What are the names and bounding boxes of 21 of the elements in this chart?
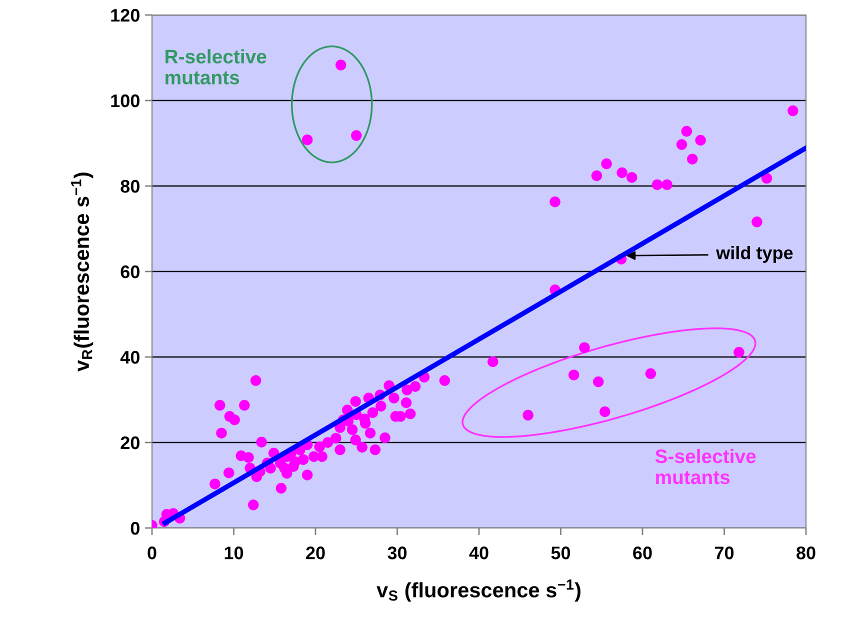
annotation: wild type (716, 246, 793, 263)
x-tick-label: 0 (148, 546, 156, 560)
annotation: R-selective mutants (166, 49, 266, 84)
x-tick-label: 70 (714, 546, 734, 560)
annotation: S-selective mutants (655, 448, 756, 484)
x-tick-label: 30 (388, 546, 407, 560)
y-tick-label: 120 (111, 8, 140, 22)
x-tick-label: 20 (306, 546, 325, 560)
y-tick-label: 40 (120, 350, 140, 364)
x-axis-title: v$_{S}$ (fluorescence s$^{−1}$) (376, 580, 580, 602)
x-tick-label: 40 (469, 546, 488, 560)
x-tick-label: 80 (796, 546, 816, 560)
y-tick-label: 100 (111, 94, 140, 108)
y-tick-label: 0 (130, 522, 140, 535)
x-tick-label: 50 (551, 546, 570, 560)
y-axis-title: v$_{R}$(fluorescence s$^{−1}$) (71, 172, 94, 372)
y-tick-label: 60 (120, 265, 140, 278)
x-tick-label: 10 (224, 546, 244, 560)
y-tick-label: 20 (120, 436, 140, 450)
y-tick-label: 80 (120, 180, 140, 193)
x-tick-label: 60 (633, 546, 652, 560)
